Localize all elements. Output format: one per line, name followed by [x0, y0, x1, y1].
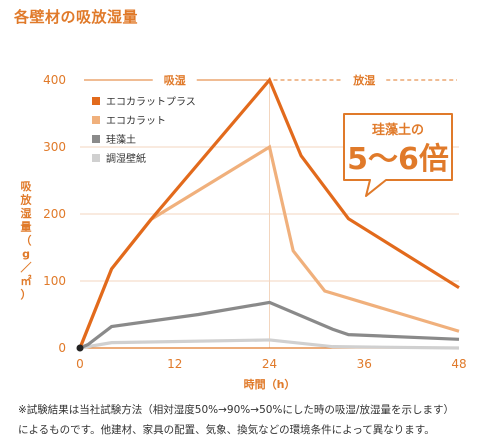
x-axis-title: 時間（h）: [244, 377, 296, 391]
phase-label: 放湿: [352, 73, 375, 87]
y-tick-label: 100: [43, 274, 66, 288]
axes: 0 100 200 300 400 0 12 24 36 48 時間（h） 吸放湿量（ g ／㎡）: [20, 73, 467, 391]
series-lines: [76, 76, 460, 352]
footnote-line-2: によるものです。他建材、家具の配置、気象、換気などの環境条件によって異なります。: [18, 424, 435, 436]
phase-label: 吸湿: [164, 73, 186, 87]
legend-label: エコカラット: [106, 115, 166, 127]
legend-swatch: [92, 97, 100, 105]
legend-swatch: [92, 154, 100, 162]
y-axis-title: 吸放湿量（ g ／㎡）: [20, 180, 33, 301]
x-tick-label: 12: [167, 357, 182, 371]
series-line-2: [79, 300, 460, 350]
x-tick-label: 24: [262, 357, 277, 371]
legend-label: 珪藻土: [106, 133, 136, 146]
footnote-line-1: ※試験結果は当社試験方法（相対湿度50%→90%→50%にした時の吸湿/放湿量を…: [18, 404, 454, 416]
phase-markers: 吸湿 放湿: [84, 73, 457, 87]
y-tick-label: 0: [58, 341, 66, 355]
x-tick-label: 48: [451, 357, 466, 371]
x-tick-label: 0: [76, 357, 84, 371]
y-tick-label: 300: [43, 140, 66, 154]
legend-label: エコカラットプラス: [106, 96, 196, 108]
series-line-3: [79, 338, 460, 350]
y-tick-label: 400: [43, 73, 66, 87]
x-tick-label: 36: [357, 357, 372, 371]
origin-point: [76, 344, 84, 352]
callout: 珪藻土の 5～6倍: [343, 113, 453, 197]
chart-title: 各壁材の吸放湿量: [14, 8, 139, 26]
legend-swatch: [92, 135, 100, 143]
callout-line-1: 珪藻土の: [372, 122, 424, 138]
callout-bubble: [343, 113, 453, 197]
legend-swatch: [92, 116, 100, 124]
series-line-0: [78, 76, 460, 349]
legend-label: 調湿壁紙: [106, 152, 146, 165]
callout-line-2: 5～6倍: [347, 142, 449, 177]
y-tick-label: 200: [43, 207, 66, 221]
